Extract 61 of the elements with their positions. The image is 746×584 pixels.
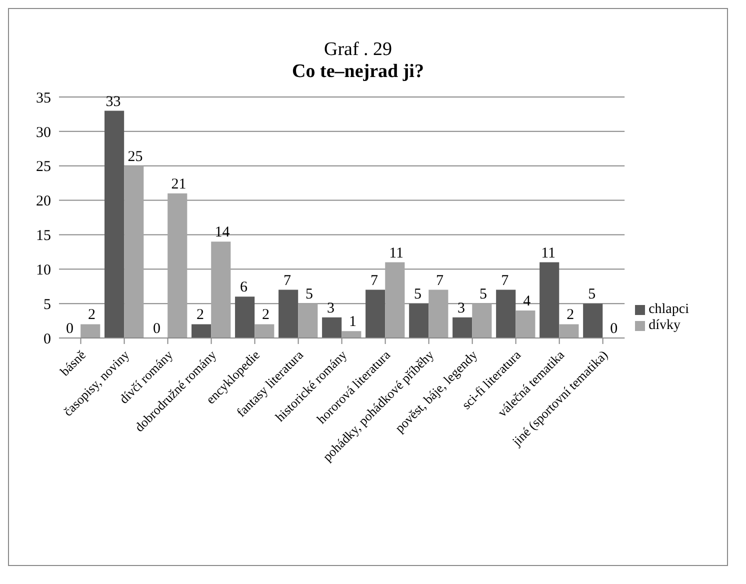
- y-tick-label: 5: [44, 296, 51, 313]
- y-tick-label: 15: [36, 228, 51, 244]
- data-label: 0: [610, 321, 618, 337]
- bar: [342, 331, 362, 338]
- data-label: 7: [370, 272, 379, 289]
- y-tick-label: 35: [36, 90, 51, 106]
- data-label: 3: [458, 300, 466, 316]
- data-label: 2: [262, 307, 270, 324]
- data-label: 21: [171, 176, 186, 192]
- bar: [254, 324, 274, 338]
- y-tick-label: 30: [36, 124, 51, 141]
- bar: [168, 193, 188, 338]
- bar: [583, 304, 603, 338]
- data-label: 0: [66, 321, 74, 337]
- data-label: 11: [389, 245, 404, 262]
- bar: [366, 290, 386, 338]
- bar: [192, 324, 212, 338]
- bar: [428, 290, 448, 338]
- bar: [278, 290, 298, 338]
- data-label: 1: [349, 314, 357, 330]
- data-label: 7: [501, 272, 510, 289]
- data-label: 25: [128, 148, 143, 165]
- data-label: 2: [566, 307, 574, 324]
- bar: [409, 304, 429, 338]
- bar: [516, 310, 536, 338]
- bar: [472, 304, 492, 338]
- legend-label: dívky: [648, 318, 680, 333]
- bar: [322, 317, 342, 338]
- chart-subtitle: Co te–nejrad ji?: [291, 61, 425, 83]
- data-label: 5: [306, 286, 314, 303]
- bar: [211, 242, 231, 338]
- data-label: 5: [588, 286, 596, 303]
- data-label: 33: [106, 94, 121, 110]
- bar: [298, 304, 318, 338]
- bar: [496, 290, 516, 338]
- bar: [452, 317, 472, 338]
- chart-title: Graf . 29: [322, 39, 394, 61]
- data-label: 5: [480, 286, 488, 303]
- data-label: 7: [284, 272, 292, 289]
- data-label: 11: [541, 245, 556, 262]
- data-label: 2: [88, 307, 96, 324]
- bar: [104, 110, 124, 338]
- bar: [540, 262, 560, 338]
- bar: [559, 324, 579, 338]
- data-label: 2: [196, 307, 204, 324]
- data-label: 6: [240, 280, 248, 296]
- data-label: 5: [414, 286, 422, 303]
- bar: [124, 166, 144, 338]
- bar: [385, 262, 405, 338]
- data-label: 0: [153, 321, 161, 337]
- data-label: 7: [436, 272, 444, 289]
- legend-label: chlapci: [648, 302, 689, 317]
- bar: [80, 324, 100, 338]
- bar: [235, 296, 255, 338]
- y-tick-label: 20: [36, 194, 51, 210]
- y-tick-label: 10: [36, 262, 51, 278]
- data-label: 4: [523, 293, 532, 310]
- y-tick-label: 25: [36, 159, 51, 176]
- data-label: 3: [327, 300, 335, 316]
- y-tick-label: 0: [44, 331, 51, 348]
- data-label: 14: [214, 224, 230, 241]
